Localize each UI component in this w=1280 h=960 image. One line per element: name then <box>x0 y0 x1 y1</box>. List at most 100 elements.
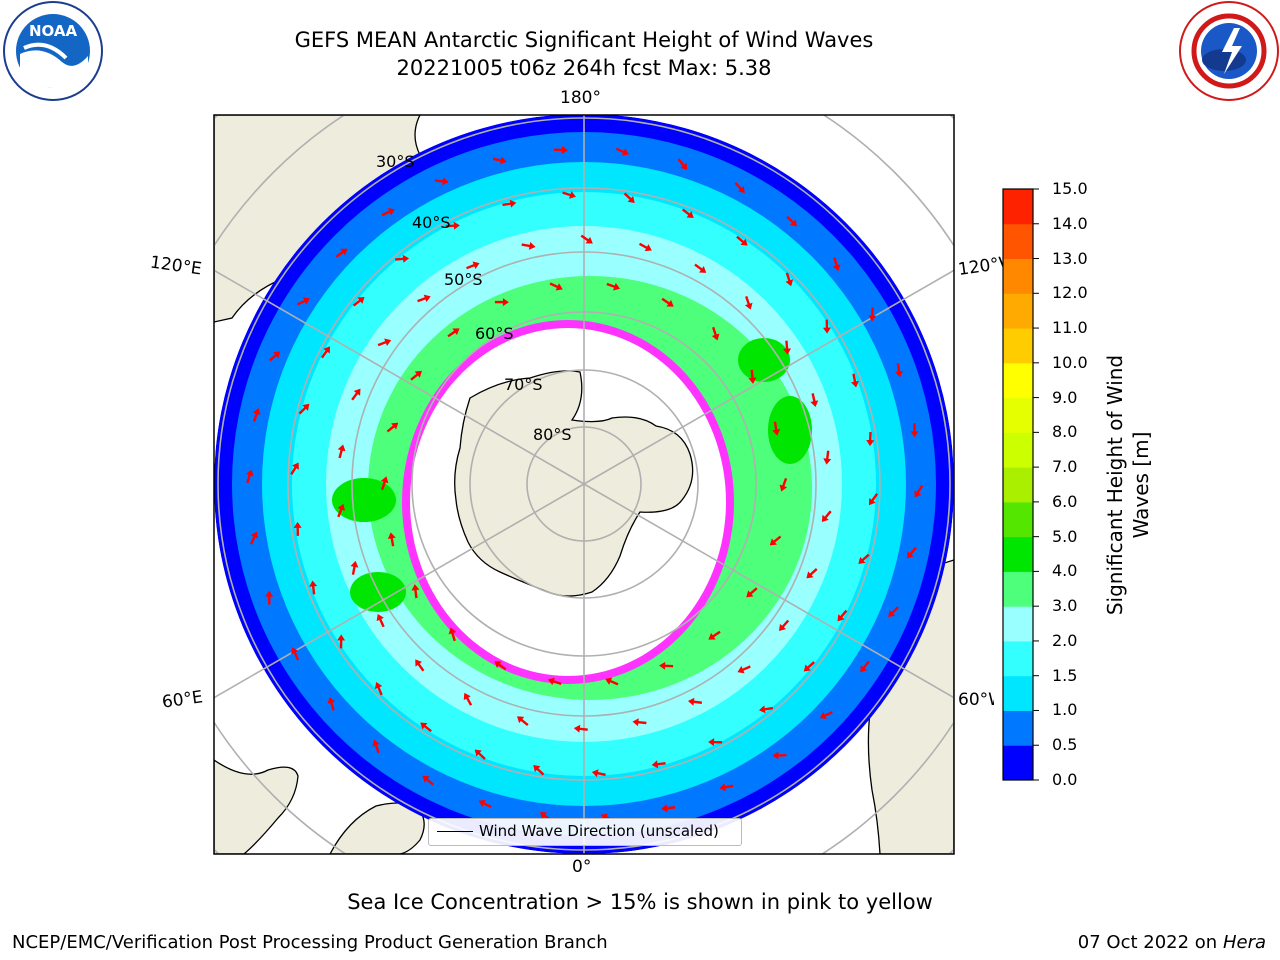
wind-wave-arrow <box>327 696 336 711</box>
wind-wave-arrow <box>350 560 359 575</box>
colorbar-tick-label: 8.0 <box>1052 422 1078 442</box>
wind-wave-arrow <box>553 145 568 154</box>
wind-wave-arrow <box>822 319 831 334</box>
footer-date-text: 07 Oct 2022 on <box>1077 932 1218 953</box>
colorbar-tick-label: 1.0 <box>1052 700 1078 720</box>
wind-wave-arrow <box>772 751 787 760</box>
wind-wave-arrow <box>605 677 619 686</box>
wind-wave-arrow <box>778 619 790 631</box>
wind-wave-arrow <box>895 363 904 378</box>
wind-wave-arrow <box>502 199 517 208</box>
wind-wave-arrow <box>492 156 507 165</box>
wind-wave-arrow <box>573 724 588 733</box>
lon-label-bottom: 0° <box>572 857 592 877</box>
wind-wave-arrow <box>906 546 917 559</box>
lon-label-lower-right: 60°W <box>958 690 994 710</box>
wind-wave-arrow <box>417 294 431 303</box>
africa-landmass <box>214 759 299 854</box>
colorbar-tick-label: 9.0 <box>1052 387 1078 407</box>
wind-wave-arrow <box>422 775 434 786</box>
wind-wave-arrow <box>606 282 621 291</box>
colorbar-tick-label: 14.0 <box>1052 213 1088 233</box>
wind-wave-arrow <box>632 718 647 727</box>
wind-wave-arrow <box>516 716 529 727</box>
wind-wave-arrow <box>410 370 422 381</box>
wind-wave-arrow <box>445 221 460 230</box>
wind-wave-arrow <box>868 493 879 506</box>
wind-wave-arrow <box>337 444 346 459</box>
wind-wave-arrow <box>681 208 694 218</box>
wind-wave-arrow <box>779 477 788 492</box>
wind-wave-arrow <box>803 661 815 672</box>
wind-wave-arrow <box>786 215 798 227</box>
wind-wave-arrow <box>395 254 410 263</box>
legend-line-icon <box>437 831 473 832</box>
colorbar-tick-label: 2.0 <box>1052 630 1078 650</box>
wind-wave-arrow <box>769 535 782 546</box>
wind-wave-arrow <box>296 297 311 306</box>
map-frame <box>213 114 955 855</box>
wind-wave-arrow <box>821 510 832 522</box>
chart-subtitle: 20221005 t06z 264h fcst Max: 5.38 <box>396 56 772 80</box>
wind-wave-arrow <box>623 192 635 203</box>
wind-wave-arrow <box>494 661 507 671</box>
wind-wave-arrow <box>866 432 875 447</box>
wind-wave-arrow <box>420 722 432 733</box>
wind-wave-arrow <box>494 298 509 307</box>
wind-wave-arrow <box>837 609 848 622</box>
wind-wave-arrow <box>868 307 877 322</box>
wind-wave-arrow <box>719 783 734 792</box>
wind-wave-arrow <box>661 297 674 307</box>
lon-label-top: 180° <box>560 88 601 108</box>
wind-wave-arrow <box>245 469 254 484</box>
colorbar-tick-label: 5.0 <box>1052 526 1078 546</box>
wind-wave-arrow <box>687 697 703 706</box>
colorbar-tick-label: 0.0 <box>1052 770 1078 789</box>
chart-title: GEFS MEAN Antarctic Significant Height o… <box>294 28 874 52</box>
lat-label-60s: 60°S <box>475 324 514 343</box>
wind-wave-arrow <box>708 738 723 747</box>
colorbar-tick-label: 10.0 <box>1052 352 1088 372</box>
wind-wave-arrow <box>748 369 757 384</box>
lat-label-80s: 80°S <box>533 425 572 444</box>
wind-wave-arrow <box>823 450 832 465</box>
wind-wave-arrow <box>785 272 794 287</box>
footer-machine: Hera <box>1222 932 1266 953</box>
colorbar-tick-label: 11.0 <box>1052 318 1088 338</box>
wind-wave-arrow <box>387 532 396 547</box>
wind-wave-arrow <box>466 261 480 270</box>
wind-wave-arrow <box>677 158 688 170</box>
colorbar-tick-label: 7.0 <box>1052 457 1078 477</box>
wind-wave-arrow <box>386 422 399 433</box>
wind-wave-arrow <box>772 421 781 436</box>
madagascar-landmass <box>329 802 425 854</box>
wind-wave-arrow <box>851 373 859 388</box>
wind-wave-arrow <box>659 661 674 670</box>
map-legend: Wind Wave Direction (unscaled) <box>428 818 742 846</box>
lat-label-40s: 40°S <box>412 213 451 232</box>
wind-wave-arrow <box>434 177 449 186</box>
wind-wave-arrow <box>351 388 361 401</box>
wind-wave-arrow <box>806 568 818 579</box>
wind-wave-arrow <box>549 282 563 291</box>
longitude-lines <box>214 115 954 854</box>
wind-wave-arrow <box>737 665 751 674</box>
wind-wave-arrow <box>533 765 545 776</box>
lat-label-30s: 30°S <box>376 152 415 171</box>
wind-wave-arrow <box>832 257 841 272</box>
colorbar-title: Significant Height of Wind Waves [m] <box>1103 354 1153 616</box>
wind-wave-arrow <box>651 760 666 769</box>
wind-wave-arrow <box>290 462 299 476</box>
antarctica-landmass <box>454 370 694 597</box>
sea-ice-caption: Sea Ice Concentration > 15% is shown in … <box>347 890 933 914</box>
colorbar-tick-label: 1.5 <box>1052 665 1078 685</box>
wind-wave-arrow <box>411 584 420 599</box>
wind-wave-arrow <box>478 799 492 809</box>
wind-wave-arrow <box>708 630 721 640</box>
wind-wave-arrow <box>910 423 919 438</box>
wind-wave-arrow <box>374 682 383 696</box>
wind-wave-arrow <box>734 182 745 194</box>
wind-wave-arrow <box>638 242 652 252</box>
wind-wave-arrow <box>736 235 748 246</box>
